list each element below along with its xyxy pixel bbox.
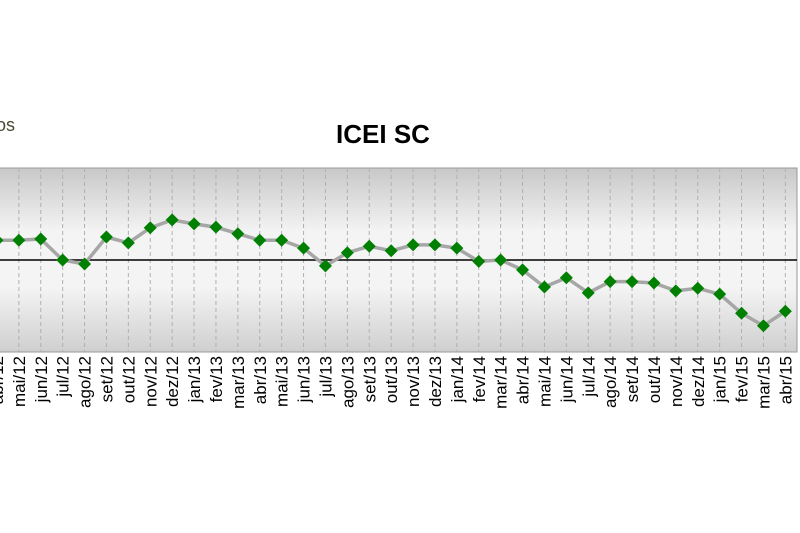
marker	[99, 230, 113, 244]
marker	[318, 259, 332, 273]
marker	[121, 236, 135, 250]
marker	[56, 253, 70, 267]
marker	[12, 233, 26, 247]
x-tick-label: nov/13	[404, 356, 423, 407]
x-tick-label: mai/12	[10, 356, 29, 407]
x-tick-label: jan/15	[711, 356, 730, 403]
marker	[625, 275, 639, 289]
marker	[581, 286, 595, 300]
marker	[647, 276, 661, 290]
marker	[669, 284, 683, 298]
marker	[231, 227, 245, 241]
marker	[165, 213, 179, 227]
marker	[406, 238, 420, 252]
x-tick-label: dez/14	[689, 356, 708, 407]
x-tick-label: fev/13	[207, 356, 226, 402]
marker	[34, 232, 48, 246]
x-tick-label: abr/15	[776, 356, 795, 404]
marker	[603, 275, 617, 289]
x-tick-label: mai/14	[535, 356, 554, 407]
marker	[516, 263, 530, 277]
marker	[559, 271, 573, 285]
marker	[0, 236, 4, 244]
marker	[472, 254, 486, 268]
x-tick-label: dez/12	[163, 356, 182, 407]
x-tick-label: ago/12	[76, 356, 95, 408]
marker	[340, 246, 354, 260]
marker	[756, 319, 770, 333]
marker	[143, 221, 157, 235]
x-tick-label: dez/13	[426, 356, 445, 407]
marker	[713, 287, 727, 301]
marker	[209, 220, 223, 234]
x-tick-label: set/12	[97, 356, 116, 402]
marker	[362, 239, 376, 253]
x-tick-label: ago/14	[601, 356, 620, 408]
marker	[778, 304, 792, 318]
marker	[428, 238, 442, 252]
x-tick-label: mar/14	[492, 356, 511, 409]
x-tick-label: mar/15	[754, 356, 773, 409]
x-tick-label: out/14	[645, 356, 664, 403]
marker	[275, 233, 289, 247]
marker	[494, 253, 508, 267]
x-tick-label: abr/14	[514, 356, 533, 404]
x-tick-label: jun/13	[295, 356, 314, 403]
x-tick-label: fev/14	[470, 356, 489, 402]
x-tick-label: set/13	[360, 356, 379, 402]
marker	[297, 241, 311, 255]
x-tick-label: out/12	[119, 356, 138, 403]
x-tick-label: jul/14	[579, 356, 598, 398]
x-tick-label: mai/13	[273, 356, 292, 407]
chart-title: ICEI SC	[336, 119, 430, 149]
x-tick-label: mar/13	[229, 356, 248, 409]
corner-text: os	[0, 115, 15, 135]
marker	[450, 241, 464, 255]
x-tick-label: nov/12	[141, 356, 160, 407]
marker	[187, 217, 201, 231]
x-tick-label: fev/15	[733, 356, 752, 402]
marker	[735, 306, 749, 320]
marker	[384, 244, 398, 258]
x-tick-label: abr/13	[251, 356, 270, 404]
marker	[691, 281, 705, 295]
x-tick-label: jan/13	[185, 356, 204, 403]
x-tick-label: jun/12	[32, 356, 51, 403]
marker	[537, 280, 551, 294]
marker	[78, 257, 92, 271]
x-tick-label: ago/13	[338, 356, 357, 408]
x-tick-label: jan/14	[448, 356, 467, 403]
x-tick-label: nov/14	[667, 356, 686, 407]
x-tick-label: jul/12	[54, 356, 73, 398]
x-tick-label: abr/12	[0, 356, 7, 404]
x-tick-label: jul/13	[316, 356, 335, 398]
x-tick-label: out/13	[382, 356, 401, 403]
x-tick-label: set/14	[623, 356, 642, 402]
x-tick-label: jun/14	[557, 356, 576, 403]
marker	[253, 233, 267, 247]
